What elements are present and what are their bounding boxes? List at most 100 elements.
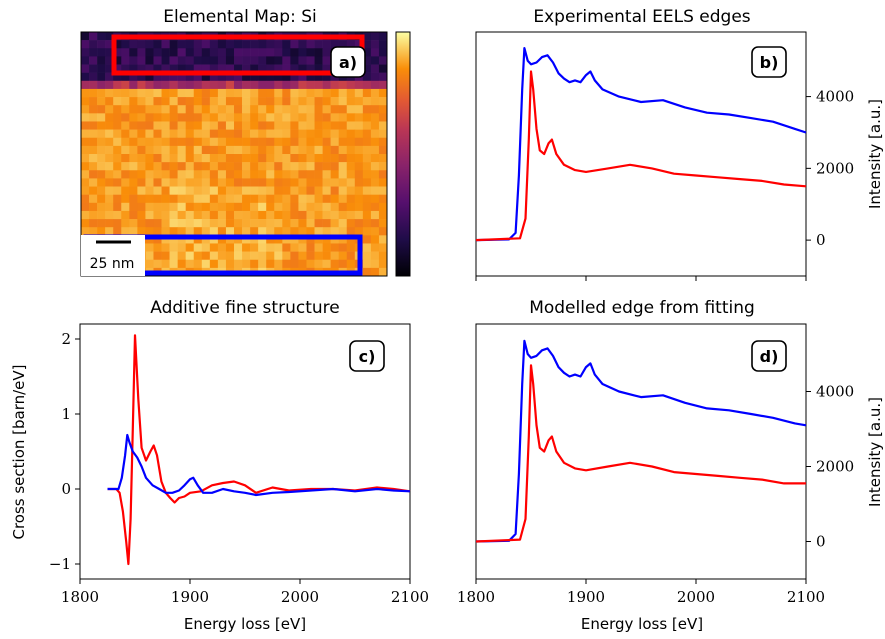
heatmap-cell <box>370 259 380 269</box>
heatmap-cell <box>169 219 178 228</box>
heatmap-cell <box>121 64 130 73</box>
heatmap-cell <box>177 97 186 106</box>
heatmap-cell <box>250 113 259 122</box>
heatmap-cell <box>322 48 331 57</box>
heatmap-cell <box>266 88 275 98</box>
heatmap-cell <box>282 251 291 261</box>
heatmap-cell <box>258 97 267 106</box>
heatmap-cell <box>169 154 178 163</box>
heatmap-cell <box>250 48 259 57</box>
heatmap-cell <box>193 178 203 187</box>
heatmap-cell <box>217 113 227 122</box>
heatmap-cell <box>97 154 106 163</box>
heatmap-cell <box>169 137 178 147</box>
heatmap-cell <box>338 178 348 187</box>
heatmap-cell <box>242 251 251 261</box>
heatmap-cell <box>362 194 372 204</box>
heatmap-cell <box>322 170 331 179</box>
heatmap-cell <box>370 32 380 41</box>
heatmap-cell <box>89 186 98 195</box>
heatmap-cell <box>89 194 98 204</box>
heatmap-cell <box>250 121 259 130</box>
heatmap-cell <box>306 113 315 122</box>
heatmap-cell <box>370 113 380 122</box>
y-tick-label: 0 <box>61 480 71 498</box>
heatmap-cell <box>121 145 130 155</box>
heatmap-cell <box>282 48 291 57</box>
heatmap-cell <box>378 251 388 261</box>
heatmap-cell <box>306 227 315 236</box>
heatmap-cell <box>185 105 195 114</box>
heatmap-cell <box>161 154 170 163</box>
heatmap-cell <box>193 243 203 252</box>
heatmap-cell <box>378 121 388 130</box>
heatmap-cell <box>225 80 235 90</box>
heatmap-cell <box>81 145 90 155</box>
heatmap-cell <box>242 162 251 171</box>
heatmap-cell <box>242 178 251 187</box>
heatmap-cell <box>81 97 90 106</box>
heatmap-cell <box>137 227 146 236</box>
heatmap-cell <box>346 88 356 98</box>
heatmap-cell <box>161 227 170 236</box>
heatmap-cell <box>266 194 275 204</box>
heatmap-cell <box>258 243 267 252</box>
heatmap-cell <box>290 137 299 147</box>
heatmap-cell <box>153 56 162 65</box>
heatmap-cell <box>250 210 259 220</box>
heatmap-cell <box>314 88 323 98</box>
heatmap-cell <box>89 227 98 236</box>
heatmap-cell <box>105 97 114 106</box>
heatmap-cell <box>137 178 146 187</box>
panel-d-badge: d) <box>751 340 787 372</box>
heatmap-cell <box>338 219 348 228</box>
heatmap-cell <box>113 194 122 204</box>
heatmap-cell <box>185 137 195 147</box>
heatmap-cell <box>322 186 331 195</box>
heatmap-cell <box>169 259 178 269</box>
heatmap-cell <box>370 97 380 106</box>
heatmap-cell <box>282 121 291 130</box>
heatmap-cell <box>161 40 170 49</box>
heatmap-cell <box>201 121 211 130</box>
heatmap-cell <box>225 40 235 49</box>
heatmap-cell <box>282 219 291 228</box>
heatmap-cell <box>153 219 162 228</box>
heatmap-cell <box>169 56 178 65</box>
heatmap-cell <box>129 186 138 195</box>
heatmap-cell <box>169 170 178 179</box>
heatmap-cell <box>185 88 195 98</box>
heatmap-cell <box>169 121 178 130</box>
heatmap-cell <box>225 219 235 228</box>
heatmap-cell <box>346 113 356 122</box>
panel-c-badge: c) <box>349 340 385 372</box>
heatmap-cell <box>121 186 130 195</box>
heatmap-cell <box>153 121 162 130</box>
heatmap-cell <box>209 113 219 122</box>
heatmap-cell <box>89 56 98 65</box>
panel-c-axes <box>79 323 411 580</box>
heatmap-cell <box>121 154 130 163</box>
heatmap-cell <box>185 251 195 261</box>
heatmap-cell <box>242 186 251 195</box>
heatmap-cell <box>153 145 162 155</box>
heatmap-cell <box>338 251 348 261</box>
heatmap-cell <box>258 40 267 49</box>
heatmap-cell <box>274 202 283 212</box>
heatmap-cell <box>193 202 203 212</box>
heatmap-cell <box>234 186 243 195</box>
heatmap-cell <box>105 178 114 187</box>
heatmap-cell <box>217 48 227 57</box>
heatmap-cell <box>266 137 275 147</box>
heatmap-cell <box>89 40 98 49</box>
heatmap-cell <box>362 186 372 195</box>
heatmap-cell <box>330 243 339 252</box>
heatmap-cell <box>209 64 219 73</box>
heatmap-cell <box>242 194 251 204</box>
heatmap-cell <box>209 186 219 195</box>
heatmap-cell <box>274 227 283 236</box>
heatmap-cell <box>338 170 348 179</box>
heatmap-cell <box>354 105 364 114</box>
heatmap-cell <box>97 219 106 228</box>
heatmap-cell <box>129 121 138 130</box>
